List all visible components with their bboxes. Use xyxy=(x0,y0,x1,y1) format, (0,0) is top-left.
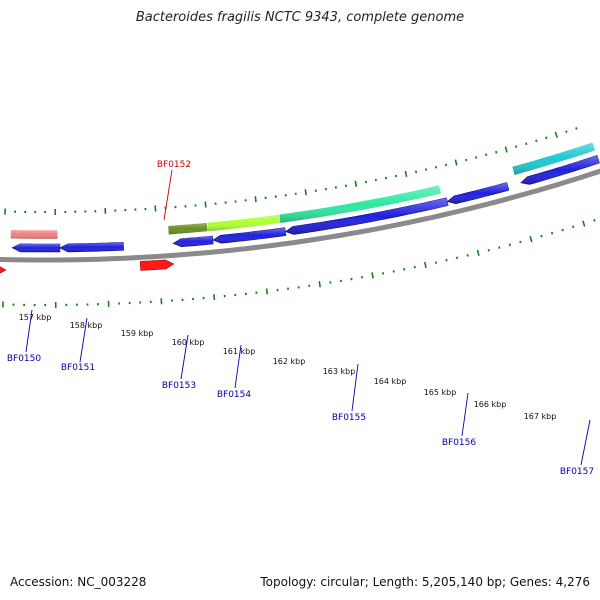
tick-mark xyxy=(444,163,448,167)
tick-mark xyxy=(318,281,321,288)
tick-mark xyxy=(403,268,406,271)
genome-summary-text: Topology: circular; Length: 5,205,140 bp… xyxy=(260,575,590,589)
gene-leader-line xyxy=(25,309,33,353)
inner-tick-ring xyxy=(4,127,578,215)
tick-mark xyxy=(572,225,575,229)
gene-label-bf0151[interactable]: BF0151 xyxy=(61,363,95,373)
tick-mark xyxy=(384,176,388,180)
tick-mark xyxy=(540,234,543,238)
gene-arrow-shade xyxy=(212,227,286,244)
tick-mark xyxy=(582,220,586,227)
tick-mark xyxy=(575,127,578,130)
kbp-tick-label: 165 kbp xyxy=(424,388,457,397)
gene-arrow-shade xyxy=(520,155,600,185)
gene-label-bf0153[interactable]: BF0153 xyxy=(162,381,196,391)
gene-label-bf0152[interactable]: BF0152 xyxy=(157,160,191,170)
kbp-tick-label: 157 kbp xyxy=(19,313,52,322)
accession-text: Accession: NC_003228 xyxy=(10,575,147,589)
tick-mark xyxy=(519,240,522,244)
tick-mark xyxy=(204,201,207,208)
tick-mark xyxy=(414,170,418,174)
feature-band-shade xyxy=(207,214,281,232)
outer-tick-ring xyxy=(2,219,596,309)
tick-mark xyxy=(354,180,358,187)
tick-mark xyxy=(434,261,438,264)
tick-mark xyxy=(254,196,257,203)
kbp-tick-label: 166 kbp xyxy=(474,400,507,409)
tick-mark xyxy=(504,146,508,153)
tick-mark xyxy=(485,153,488,157)
gene-arrow-shade xyxy=(12,243,60,252)
feature-band-shade xyxy=(167,222,209,235)
gene-arrow-shade xyxy=(285,197,449,235)
tick-mark xyxy=(515,145,518,148)
gene-leader-line xyxy=(79,317,88,363)
gene-arrow-bf0152[interactable] xyxy=(139,259,175,271)
tick-mark xyxy=(498,246,501,249)
tick-mark xyxy=(565,130,568,133)
tick-mark xyxy=(550,231,554,235)
gene-leader-line xyxy=(234,344,242,389)
tick-mark xyxy=(371,272,374,279)
tick-mark xyxy=(466,254,469,257)
feature-band-shade xyxy=(10,229,58,239)
tick-mark xyxy=(525,142,528,146)
gene-label-bf0155[interactable]: BF0155 xyxy=(332,413,366,423)
tick-mark xyxy=(529,235,533,243)
gene-label-bf0156[interactable]: BF0156 xyxy=(442,438,477,448)
tick-mark xyxy=(508,243,511,247)
gene-leader-line xyxy=(351,363,359,412)
gene-leader-line xyxy=(180,334,189,380)
tick-mark xyxy=(476,249,480,256)
tick-mark xyxy=(535,139,538,143)
gene-arrow-partial[interactable] xyxy=(0,265,7,274)
gene-label-bf0157[interactable]: BF0157 xyxy=(560,467,594,477)
gene-label-bf0150[interactable]: BF0150 xyxy=(7,354,42,364)
feature-band-shade xyxy=(279,185,442,224)
gene-arrow-shade xyxy=(59,242,124,252)
kbp-tick-label: 161 kbp xyxy=(223,347,256,356)
gene-leader-line xyxy=(580,419,591,466)
tick-mark xyxy=(487,248,490,252)
tick-mark xyxy=(593,219,596,222)
gene-arrow-shade xyxy=(447,182,509,204)
tick-mark xyxy=(434,165,438,169)
tick-mark xyxy=(404,170,408,178)
tick-mark xyxy=(304,189,307,196)
map-title: Bacteroides fragilis NCTC 9343, complete… xyxy=(135,10,465,25)
tick-mark xyxy=(495,150,498,154)
kbp-tick-label: 159 kbp xyxy=(121,329,154,338)
tick-mark xyxy=(561,228,564,232)
gene-leader-line xyxy=(461,392,469,437)
tick-mark xyxy=(213,294,216,301)
tick-mark xyxy=(265,288,269,295)
genome-backbone xyxy=(0,168,600,263)
tick-mark xyxy=(554,131,558,138)
kbp-tick-label: 164 kbp xyxy=(374,377,407,386)
tick-mark xyxy=(424,168,428,171)
tick-mark xyxy=(545,136,548,140)
tick-mark xyxy=(465,158,468,162)
tick-mark xyxy=(455,256,459,260)
tick-mark xyxy=(454,159,458,166)
kbp-tick-label: 167 kbp xyxy=(524,412,557,421)
gene-arrow-shade xyxy=(173,236,214,247)
kbp-tick-label: 162 kbp xyxy=(273,357,306,366)
tick-mark xyxy=(475,156,478,159)
tick-mark xyxy=(424,261,427,269)
gene-label-bf0154[interactable]: BF0154 xyxy=(217,390,252,400)
kbp-tick-label: 163 kbp xyxy=(323,367,356,376)
gene-leader-line xyxy=(163,169,173,221)
kbp-tick-label: 160 kbp xyxy=(172,338,205,347)
feature-band-shade xyxy=(512,142,596,176)
